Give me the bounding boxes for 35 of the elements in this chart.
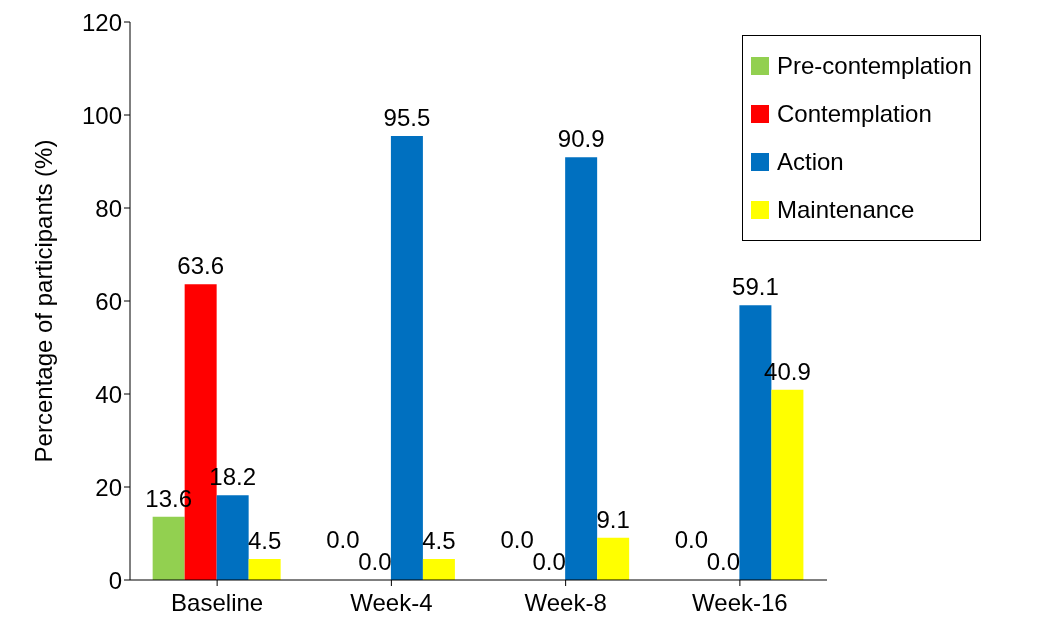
data-label: 0.0 [326,525,360,553]
data-label: 0.0 [674,525,709,553]
data-label: 0.0 [358,547,392,575]
y-tick-label: 20 [95,473,122,501]
data-label: 63.6 [177,252,225,280]
y-tick-label: 100 [81,101,122,129]
legend-label: Maintenance [777,196,915,224]
y-tick-label: 120 [81,8,122,36]
legend-label: Pre-contemplation [777,52,972,80]
x-tick-label: Baseline [171,589,264,617]
bar [390,135,423,580]
data-label: 0.0 [500,525,534,553]
x-tick-label: Week-4 [350,589,433,617]
data-label: 59.1 [732,273,779,301]
data-label: 9.1 [596,505,630,533]
y-tick-label: 60 [95,287,122,315]
bar [771,389,804,580]
bar [565,157,598,580]
bar [152,516,185,580]
bar [422,559,455,580]
y-axis-title: Percentage of participants (%) [29,139,57,463]
y-tick-label: 40 [95,380,122,408]
bar [216,495,249,580]
data-label: 0.0 [532,547,566,575]
data-label: 90.9 [557,125,605,153]
data-label: 95.5 [383,103,431,131]
data-label: 0.0 [706,547,741,575]
legend-label: Action [777,148,844,176]
legend-label: Contemplation [777,100,932,128]
bar [597,537,630,580]
x-tick-label: Week-16 [692,589,788,617]
y-tick-label: 0 [108,566,122,594]
y-tick-label: 80 [95,194,122,222]
bar [248,559,281,580]
x-tick-label: Week-8 [524,589,607,617]
